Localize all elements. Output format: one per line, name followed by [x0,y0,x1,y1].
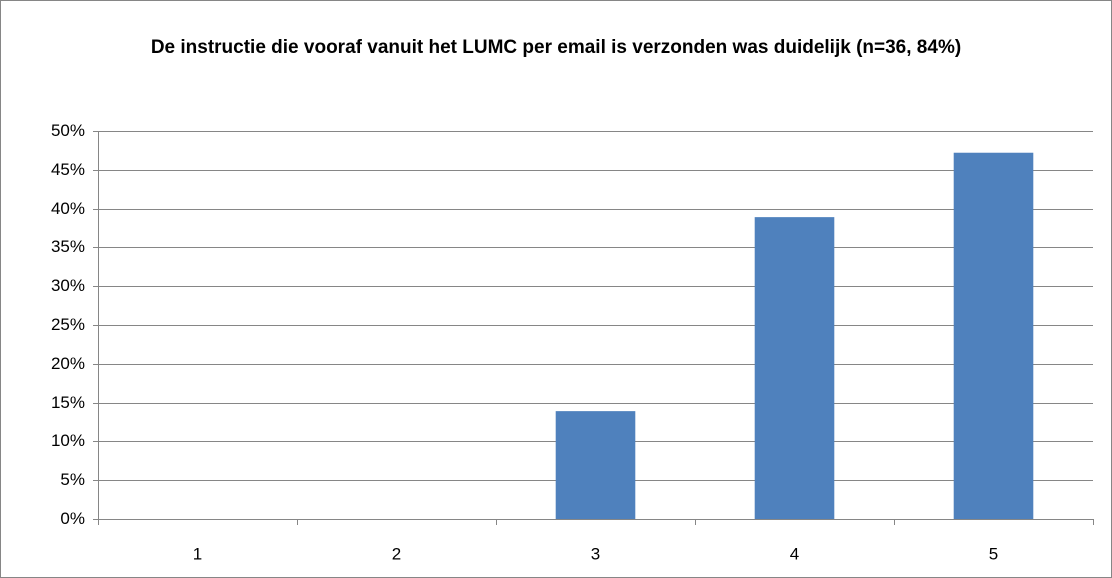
y-tick-label: 5% [60,470,85,489]
y-tick-label: 45% [51,160,85,179]
x-tick-label: 5 [989,544,998,563]
y-tick-label: 15% [51,393,85,412]
x-tick-label: 3 [591,544,600,563]
y-tick-label: 25% [51,315,85,334]
y-tick-label: 0% [60,509,85,528]
y-tick-label: 10% [51,431,85,450]
y-tick-label: 50% [51,121,85,140]
bar [953,152,1034,519]
bar [555,411,636,519]
bar [754,217,835,520]
y-tick-label: 20% [51,354,85,373]
x-tick-label: 2 [392,544,401,563]
chart-title: De instructie die vooraf vanuit het LUMC… [150,37,962,58]
x-tick-label: 4 [790,544,799,563]
y-tick-label: 40% [51,199,85,218]
x-tick-label: 1 [193,544,202,563]
y-tick-label: 30% [51,276,85,295]
y-tick-label: 35% [51,237,85,256]
